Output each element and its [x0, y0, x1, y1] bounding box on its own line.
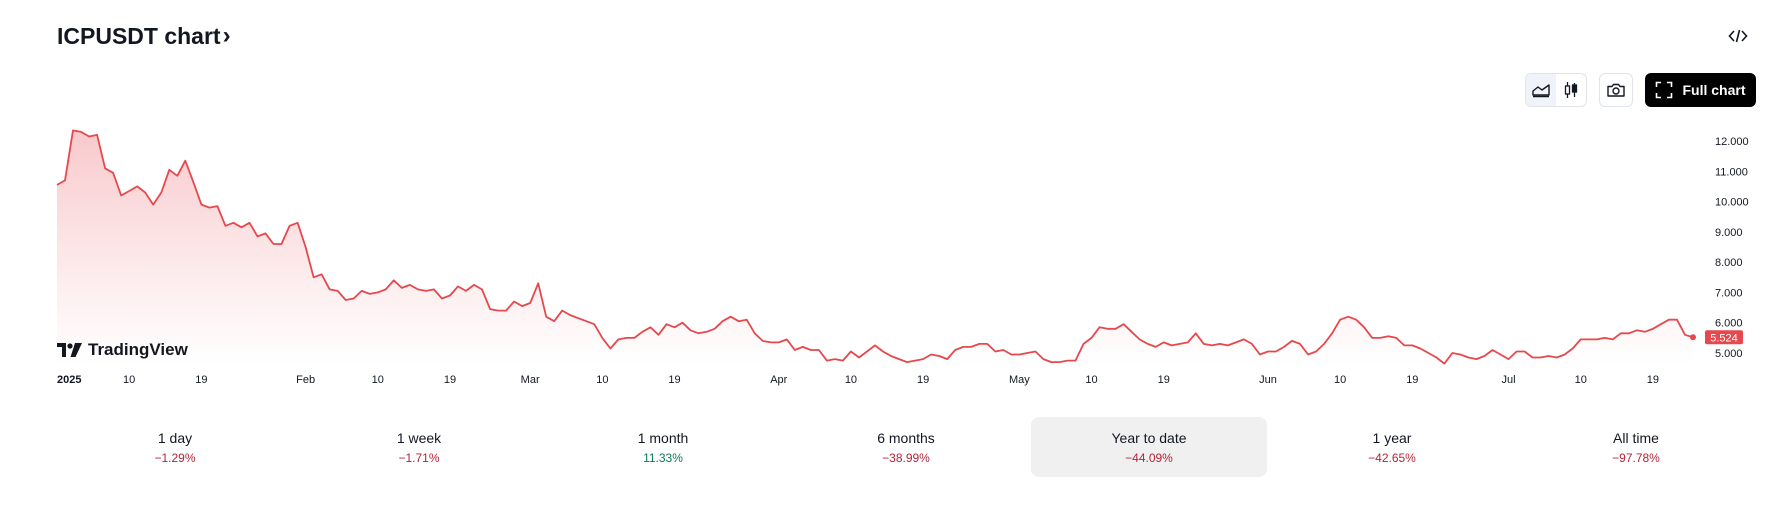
chart-toolbar: Full chart: [1525, 73, 1756, 107]
camera-icon: [1607, 83, 1625, 97]
range-change: 11.33%: [643, 450, 683, 465]
range-button[interactable]: 1 year −42.65%: [1274, 417, 1510, 477]
x-tick-label: Apr: [770, 374, 787, 386]
range-label: 1 week: [396, 429, 442, 446]
area-style-button[interactable]: [1526, 74, 1556, 106]
range-button[interactable]: 1 month 11.33%: [545, 417, 781, 477]
range-button[interactable]: 1 day −1.29%: [57, 417, 293, 477]
x-tick-label: 10: [372, 374, 384, 386]
x-tick-label: 10: [123, 374, 135, 386]
y-tick-label: 7.000: [1715, 287, 1743, 299]
full-chart-button[interactable]: Full chart: [1645, 73, 1756, 107]
logo-text: TradingView: [88, 340, 188, 359]
x-tick-label: 2025: [57, 374, 81, 386]
range-change: −38.99%: [882, 450, 930, 465]
x-tick-label: 10: [1085, 374, 1097, 386]
range-label: 1 day: [157, 429, 193, 446]
candles-style-button[interactable]: [1556, 74, 1586, 106]
range-selector: 1 day −1.29% 1 week −1.71% 1 month 11.33% 6 mo…: [57, 417, 1660, 477]
range-change: −97.78%: [1612, 450, 1660, 465]
range-label: 6 months: [877, 429, 935, 446]
x-tick-label: 19: [444, 374, 456, 386]
x-tick-label: 19: [1406, 374, 1418, 386]
x-tick-label: 10: [1334, 374, 1346, 386]
candlestick-icon: [1564, 82, 1578, 98]
x-tick-label: 10: [1575, 374, 1587, 386]
x-tick-label: 19: [1158, 374, 1170, 386]
full-chart-label: Full chart: [1682, 82, 1746, 98]
x-tick-label: Feb: [296, 374, 315, 386]
range-change: −44.09%: [1125, 450, 1173, 465]
range-change: −1.71%: [398, 450, 440, 465]
x-tick-label: 10: [596, 374, 608, 386]
embed-code-button[interactable]: [1724, 24, 1752, 48]
price-chart[interactable]: 12.000 11.000 10.000 9.000 8.000 7.000 6.000 5.…: [0, 0, 1792, 400]
range-change: −1.29%: [154, 450, 196, 465]
price-area-fill: [57, 130, 1693, 365]
page-title: ICPUSDT chart: [57, 22, 221, 49]
x-tick-label: May: [1009, 374, 1030, 386]
tradingview-mark-icon: [57, 343, 82, 357]
range-label: 1 month: [637, 429, 689, 446]
y-tick-label: 8.000: [1715, 257, 1743, 269]
range-label: 1 year: [1372, 429, 1412, 446]
x-tick-label: Jul: [1502, 374, 1516, 386]
range-change: −42.65%: [1368, 450, 1416, 465]
y-tick-label: 11.000: [1715, 166, 1748, 178]
x-tick-label: Mar: [521, 374, 540, 386]
last-price-label: 5.524: [1710, 332, 1738, 344]
chart-title-link[interactable]: ICPUSDT chart ›: [57, 22, 231, 50]
x-tick-label: Jun: [1259, 374, 1277, 386]
last-price-badge: [1705, 330, 1743, 345]
x-tick-label: 19: [195, 374, 207, 386]
range-button[interactable]: All time −97.78%: [1518, 417, 1754, 477]
range-button[interactable]: Year to date −44.09%: [1031, 417, 1267, 477]
area-chart-icon: [1532, 84, 1550, 98]
range-button[interactable]: 6 months −38.99%: [788, 417, 1024, 477]
x-tick-label: 19: [1647, 374, 1659, 386]
fullscreen-icon: [1656, 81, 1673, 99]
tradingview-logo: TradingView: [57, 340, 188, 360]
chevron-right-icon: ›: [222, 22, 231, 49]
snapshot-button[interactable]: [1599, 73, 1633, 107]
chart-style-switch: [1525, 73, 1587, 107]
range-label: All time: [1613, 429, 1659, 446]
y-tick-label: 9.000: [1715, 227, 1743, 239]
range-button[interactable]: 1 week −1.71%: [301, 417, 537, 477]
price-line: [56, 129, 1694, 365]
x-tick-label: 19: [668, 374, 680, 386]
range-label: Year to date: [1111, 429, 1187, 446]
y-tick-label: 5.000: [1715, 348, 1743, 360]
y-tick-label: 12.000: [1715, 136, 1749, 148]
x-tick-label: 19: [917, 374, 929, 386]
last-price-dot: [1690, 334, 1696, 341]
y-tick-label: 10.000: [1715, 197, 1749, 209]
x-tick-label: 10: [845, 374, 857, 386]
code-icon: [1728, 29, 1748, 43]
y-tick-label: 6.000: [1715, 318, 1743, 330]
